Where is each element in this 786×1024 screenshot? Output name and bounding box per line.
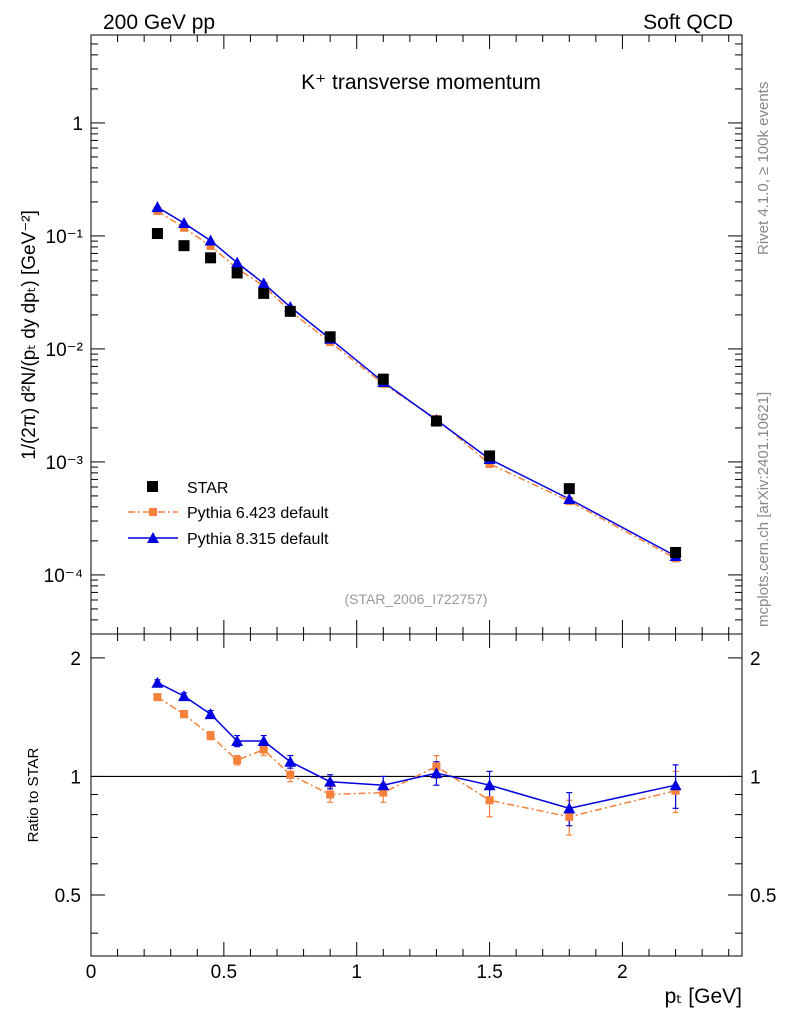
- star-point: [231, 267, 243, 279]
- x-axis-label: pₜ [GeV]: [665, 985, 742, 1008]
- side-label-bottom: mcplots.cern.ch [arXiv:2401.10621]: [755, 392, 772, 627]
- star-point: [205, 252, 217, 264]
- ratio-pythia8-point: [669, 779, 682, 791]
- main-ytick-label: 1: [72, 114, 83, 135]
- star-point: [324, 331, 336, 343]
- ratio-xtick-label: 2: [617, 962, 628, 983]
- ratio-ytick-label: 1: [70, 767, 81, 788]
- ratio-pythia8-line: [157, 682, 676, 810]
- legend-pythia6-label: Pythia 6.423 default: [187, 505, 329, 522]
- pythia8-point: [178, 217, 190, 229]
- header-left: 200 GeV pp: [103, 11, 215, 34]
- pythia8-point: [231, 256, 244, 268]
- pythia8-line: [157, 206, 676, 557]
- star-point: [563, 483, 575, 495]
- legend-star-label: STAR: [187, 480, 228, 497]
- ratio-pythia8-point: [204, 708, 217, 720]
- ratio-pythia8-point: [324, 775, 337, 787]
- pythia8-point: [151, 201, 164, 213]
- ratio-pythia8-point: [430, 767, 443, 779]
- analysis-id: (STAR_2006_I722757): [345, 591, 488, 607]
- main-ytick-label: 10⁻⁴: [44, 566, 83, 587]
- star-point: [670, 546, 682, 558]
- pythia8-point: [257, 277, 270, 289]
- ratio-xtick-label: 1: [351, 962, 362, 983]
- ratio-pythia8-point: [151, 676, 164, 688]
- plot-title: K⁺ transverse momentum: [301, 71, 541, 94]
- ratio-ylabel: Ratio to STAR: [25, 747, 42, 842]
- ratio-pythia6-line: [156, 696, 676, 818]
- pythia8-point: [204, 234, 217, 246]
- ratio-pythia6-point: [565, 812, 574, 821]
- ratio-pythia8-point: [563, 802, 576, 814]
- star-point: [284, 305, 296, 317]
- main-panel: K⁺ transverse momentum (STAR_2006_I72275…: [19, 34, 743, 635]
- ratio-frame: [90, 633, 743, 957]
- ratio-pythia8-point: [231, 735, 244, 747]
- ratio-pythia6-point: [671, 786, 680, 795]
- ratio-pythia8-point: [483, 779, 496, 791]
- main-ytick-label: 10⁻¹: [46, 227, 84, 248]
- ratio-ytick-label: 2: [70, 649, 81, 670]
- ratio-panel: Ratio to STAR pₜ [GeV] 0.5 0.5 1 1 2 2 0 0.5 1 1.…: [25, 633, 776, 1008]
- ratio-xtick-label: 0.5: [211, 962, 237, 983]
- legend-star-marker: [147, 481, 158, 492]
- legend-pythia8-marker: [147, 532, 159, 543]
- ratio-pythia6-point: [180, 710, 188, 719]
- ratio-pythia6-point: [233, 756, 242, 765]
- main-ytick-label: 10⁻²: [46, 340, 84, 361]
- ratio-pythia8-point: [284, 755, 297, 767]
- ratio-pythia6-point: [206, 731, 215, 740]
- ratio-pythia6-point: [286, 770, 295, 779]
- star-point: [151, 228, 163, 240]
- ratio-pythia6-point: [485, 796, 494, 805]
- star-point: [484, 450, 496, 462]
- ratio-pythia8-point: [257, 735, 270, 747]
- ratio-pythia6-point: [259, 745, 268, 754]
- pythia6-point: [206, 241, 215, 250]
- ratio-pythia6-point: [432, 762, 441, 771]
- star-point: [377, 373, 389, 385]
- ratio-ytick-label: 0.5: [55, 886, 81, 907]
- ratio-pythia6-point: [326, 790, 335, 799]
- star-point: [258, 287, 270, 299]
- ratio-xtick-label: 1.5: [476, 962, 502, 983]
- star-point: [430, 415, 442, 427]
- star-point: [178, 240, 190, 252]
- main-ytick-label: 10⁻³: [46, 453, 84, 474]
- main-ylabel: 1/(2π) d²N/(pₜ dy dpₜ) [GeV⁻²]: [19, 210, 40, 460]
- legend-pythia6-marker: [149, 508, 157, 516]
- ratio-pythia6-point: [153, 693, 162, 702]
- ratio-pythia8-point: [377, 779, 390, 791]
- ratio-ytick-label: 0.5: [750, 886, 776, 907]
- legend: STAR Pythia 6.423 default Pythia 8.315 d…: [128, 480, 329, 548]
- ratio-ytick-label: 1: [750, 767, 761, 788]
- ratio-xtick-label: 0: [86, 962, 97, 983]
- legend-pythia8-label: Pythia 8.315 default: [187, 531, 329, 548]
- header-right: Soft QCD: [643, 11, 733, 34]
- pythia8-point: [563, 492, 576, 504]
- ratio-ytick-label: 2: [750, 649, 761, 670]
- ratio-pythia6-point: [379, 788, 388, 797]
- side-label-top: Rivet 4.1.0, ≥ 100k events: [755, 82, 772, 255]
- ratio-pythia8-point: [178, 690, 190, 702]
